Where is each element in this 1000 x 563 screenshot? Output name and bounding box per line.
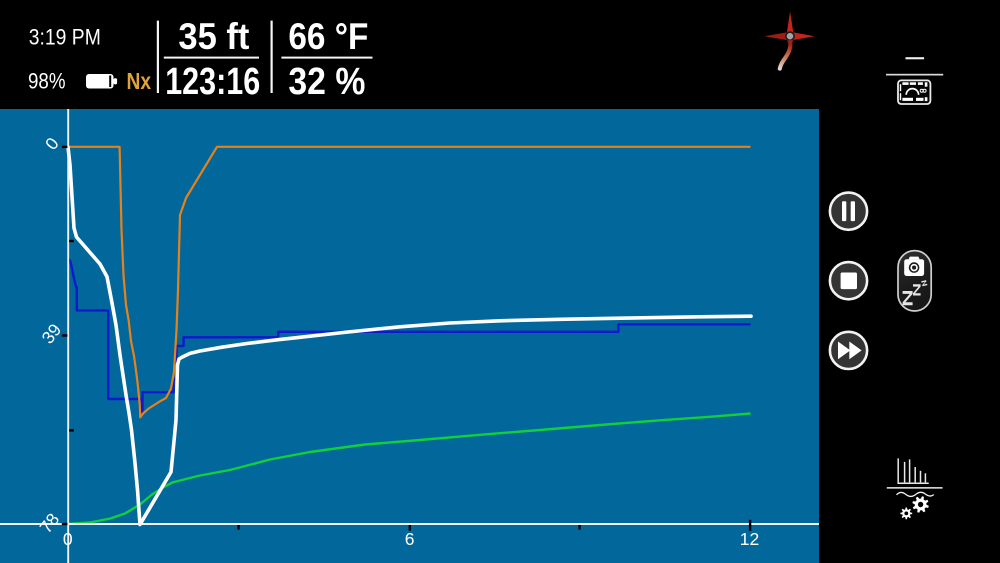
svg-text:6: 6 — [405, 529, 415, 549]
svg-text:3:19 PM: 3:19 PM — [29, 24, 101, 49]
svg-text:98%: 98% — [28, 68, 66, 93]
svg-text:0: 0 — [63, 529, 73, 549]
svg-text:32 %: 32 % — [288, 61, 365, 103]
svg-text:Nx: Nx — [127, 68, 152, 94]
svg-text:66 °F: 66 °F — [288, 16, 368, 57]
svg-text:35 ft: 35 ft — [178, 16, 249, 57]
svg-text:12: 12 — [740, 529, 759, 549]
svg-text:123:16: 123:16 — [165, 61, 260, 103]
